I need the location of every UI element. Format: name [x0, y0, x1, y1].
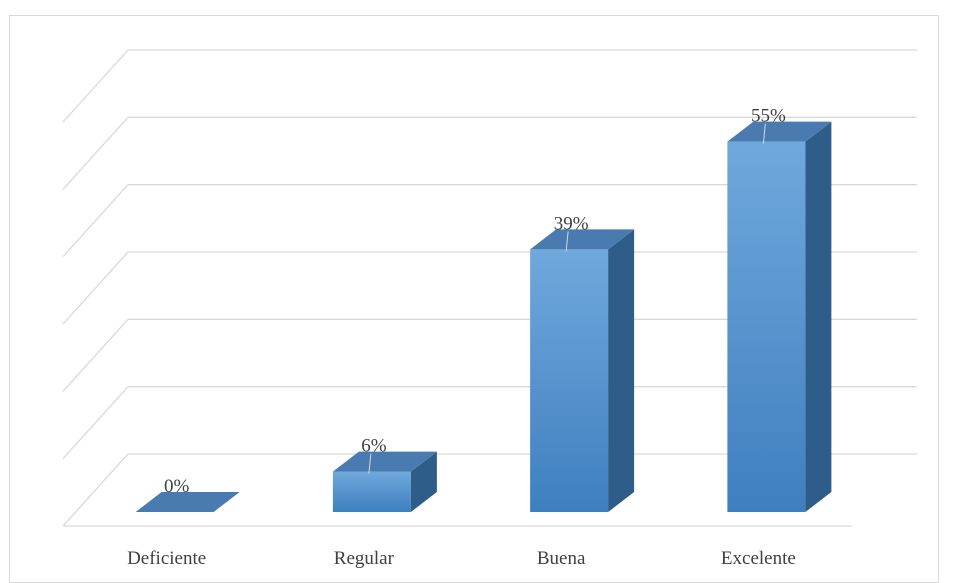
gridline-diagonal [62, 116, 129, 190]
bar-side [608, 229, 635, 512]
category-label: Deficiente [127, 548, 206, 569]
bar-front [530, 249, 609, 512]
gridline-diagonal [62, 184, 129, 258]
gridline-diagonal [62, 251, 129, 325]
bar-side [805, 121, 832, 513]
category-label: Buena [537, 548, 586, 569]
data-label: 0% [164, 476, 190, 497]
bar-top [332, 451, 437, 472]
bar-top [135, 492, 240, 512]
bar-front [332, 471, 411, 512]
gridline-diagonal [62, 386, 129, 460]
bar-front [727, 141, 806, 512]
gridline-diagonal [62, 318, 129, 392]
bar-top [727, 121, 832, 142]
gridline-diagonal [62, 49, 129, 123]
data-labels: 0% 6% 39% 55% [164, 106, 786, 497]
data-label: 55% [751, 106, 786, 127]
data-label: 6% [361, 436, 387, 457]
data-label-leader [762, 123, 766, 144]
bar-top [530, 229, 635, 250]
data-label-leader [368, 453, 372, 474]
category-axis: Deficiente Regular Buena Excelente [127, 548, 796, 569]
gridline-diagonal [62, 453, 129, 527]
data-label-leader [565, 231, 569, 252]
category-label: Excelente [721, 548, 796, 569]
category-label: Regular [334, 548, 395, 569]
data-label: 39% [554, 213, 589, 234]
bar-side [410, 451, 437, 512]
bars [135, 121, 832, 513]
